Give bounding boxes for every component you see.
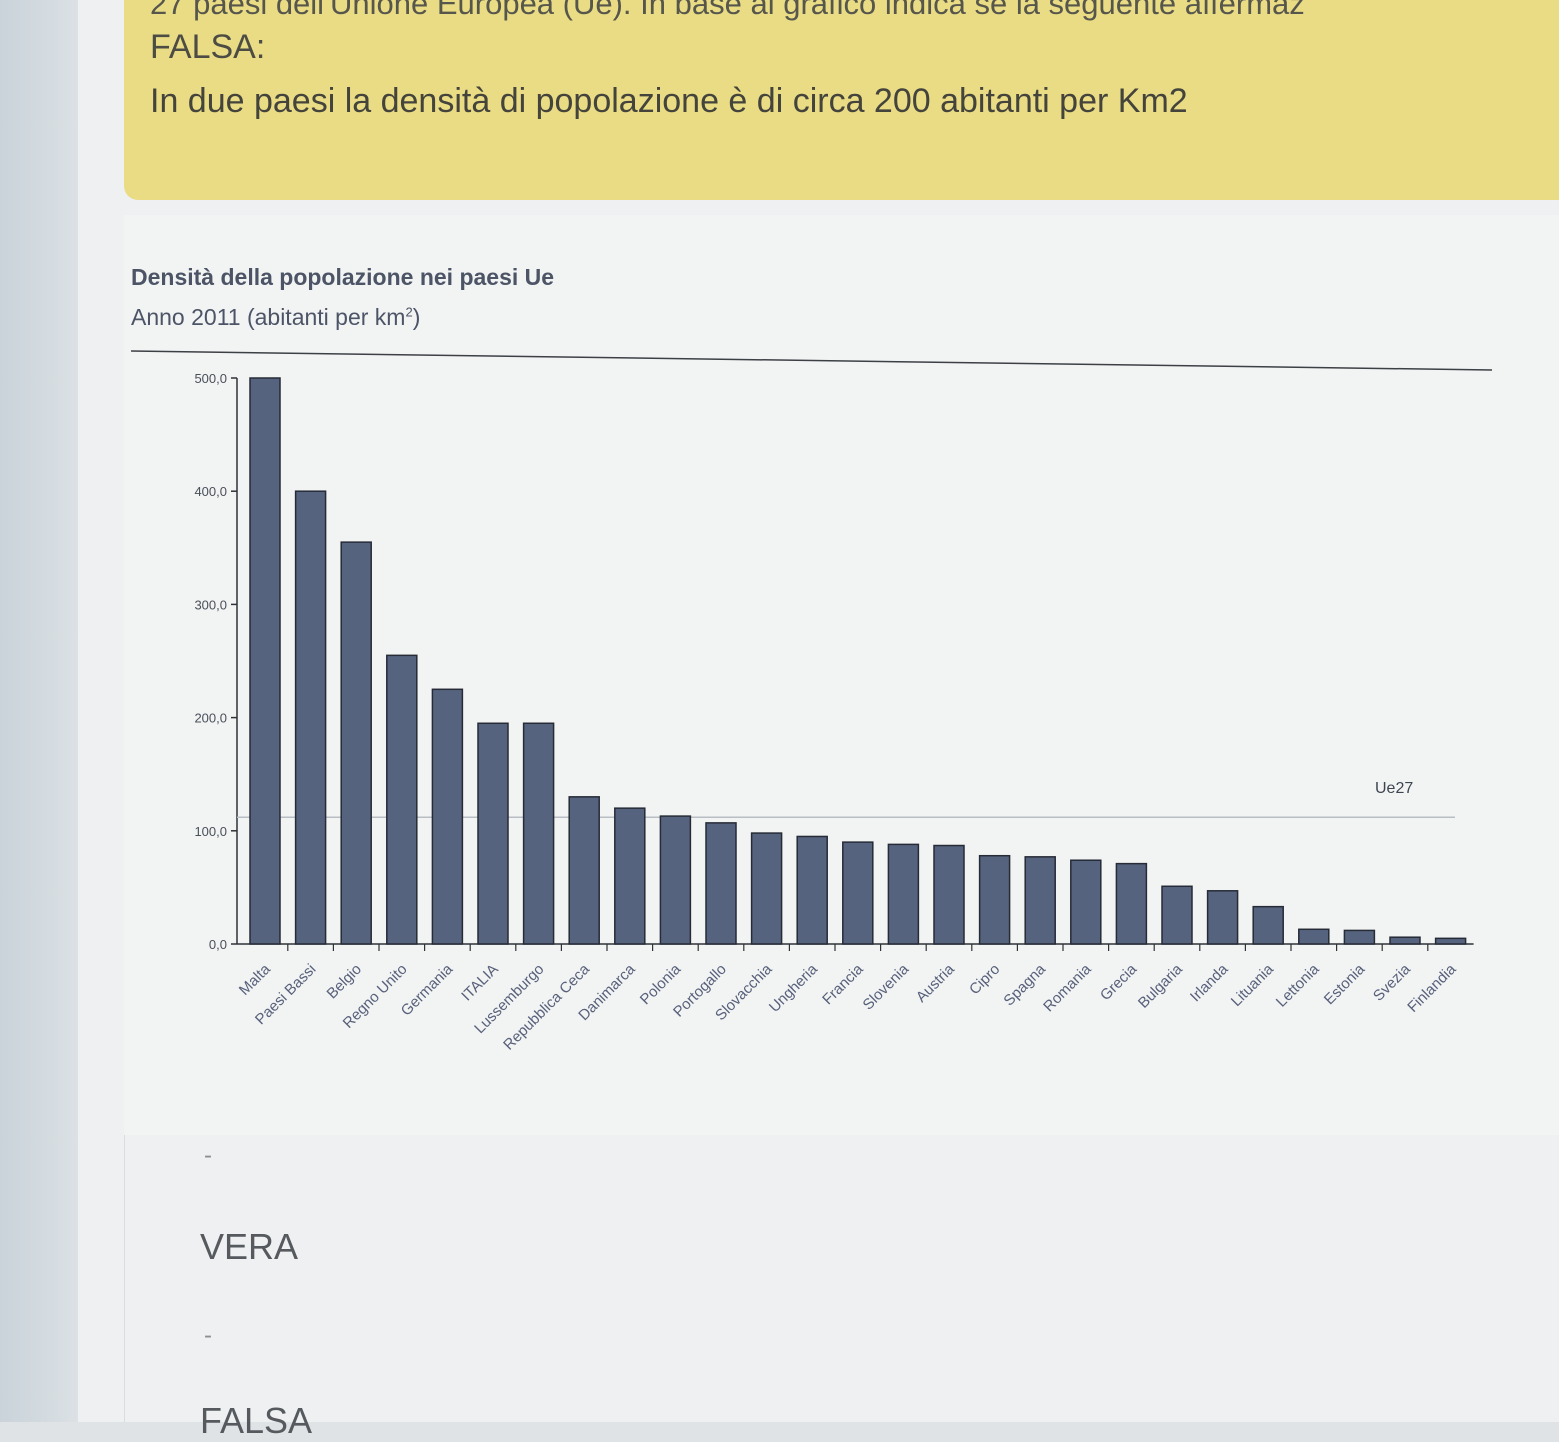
x-category-label: Ungheria — [766, 960, 822, 1016]
answer-option-falsa[interactable]: FALSA — [200, 1400, 313, 1441]
left-edge-strip — [0, 0, 78, 1422]
x-category-label: Lituania — [1228, 960, 1278, 1010]
bar — [340, 541, 372, 945]
question-statement: In due paesi la densità di popolazione è… — [150, 82, 1188, 120]
title-separator-line — [130, 350, 1493, 371]
question-falsa-label: FALSA: — [150, 28, 266, 66]
y-tick-label: 100,0 — [194, 824, 227, 839]
y-tick-label: 200,0 — [194, 711, 227, 726]
bar — [1434, 937, 1467, 945]
chart-subtitle: Anno 2011 (abitanti per km2) — [131, 304, 420, 331]
bar — [568, 796, 600, 945]
y-tick-label: 0,0 — [209, 937, 227, 952]
reference-line-label: Ue27 — [1375, 780, 1413, 797]
bar — [1206, 890, 1239, 945]
bar — [1115, 862, 1148, 945]
x-category-label: Cipro — [966, 961, 1003, 998]
y-tick-label: 300,0 — [194, 597, 227, 612]
bar — [842, 841, 874, 945]
question-box — [124, 0, 1559, 200]
bar-chart: 0,0100,0200,0300,0400,0500,0Ue27MaltaPae… — [130, 350, 1493, 1054]
bar — [386, 654, 418, 945]
answer-dash-1: - — [204, 1142, 212, 1169]
bar — [431, 688, 464, 945]
x-category-label: Lettonia — [1273, 960, 1323, 1010]
x-category-label: Grecia — [1097, 960, 1141, 1004]
x-category-label: Bulgaria — [1135, 960, 1186, 1011]
x-category-label: Belgio — [324, 961, 366, 1003]
bar — [477, 722, 509, 945]
bar — [614, 807, 646, 945]
bar — [1024, 856, 1056, 945]
bar — [1389, 936, 1421, 945]
bar — [705, 822, 737, 945]
chart-title: Densità della popolazione nei paesi Ue — [131, 264, 555, 290]
bar — [249, 377, 281, 945]
answer-option-vera[interactable]: VERA — [200, 1226, 299, 1267]
x-category-label: Estonia — [1321, 960, 1369, 1008]
bar — [1161, 885, 1193, 945]
x-category-label: Austria — [913, 960, 958, 1005]
answer-dash-2: - — [204, 1322, 212, 1349]
x-category-label: Malta — [236, 960, 274, 998]
bar — [1070, 859, 1102, 945]
bar — [887, 843, 920, 945]
x-category-label: Finlandia — [1404, 960, 1460, 1016]
bar — [1343, 929, 1376, 945]
bar — [522, 722, 555, 945]
bar — [1298, 928, 1330, 945]
x-category-label: Romania — [1040, 960, 1095, 1015]
x-category-label: Svezia — [1370, 960, 1414, 1004]
chart-subtitle-sup: 2 — [405, 304, 413, 320]
bar — [933, 844, 965, 945]
y-tick-label: 400,0 — [194, 484, 227, 499]
bar — [978, 854, 1011, 945]
chart-subtitle-text: Anno 2011 (abitanti per km — [131, 304, 406, 330]
x-category-label: Irlanda — [1187, 960, 1232, 1005]
answer-panel — [124, 1135, 1559, 1422]
y-tick-label: 500,0 — [194, 371, 227, 386]
chart-subtitle-end: ) — [412, 304, 421, 330]
bar — [796, 835, 828, 945]
x-category-label: Slovenia — [860, 960, 913, 1013]
bar — [659, 815, 692, 945]
question-text-top: 27 paesi dell'Unione Europea (Ue). In ba… — [150, 0, 1305, 21]
x-category-label: ITALIA — [458, 961, 502, 1005]
bar — [1252, 905, 1284, 945]
bar — [294, 490, 327, 945]
bar — [750, 832, 783, 945]
